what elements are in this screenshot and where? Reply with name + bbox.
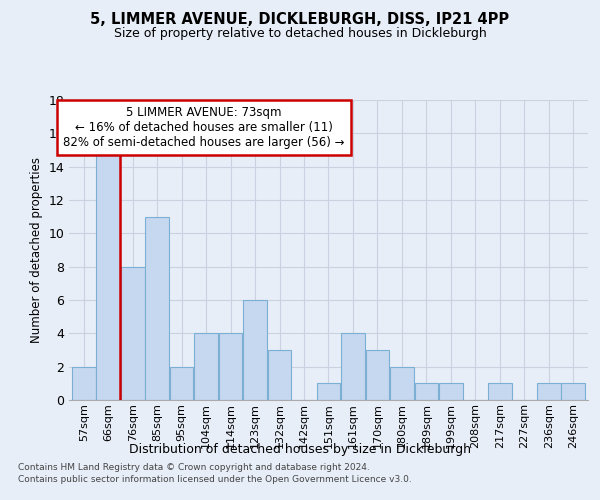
Bar <box>439 384 463 400</box>
Bar <box>317 384 340 400</box>
Bar <box>390 366 414 400</box>
Bar <box>341 334 365 400</box>
Bar <box>96 150 120 400</box>
Bar <box>121 266 145 400</box>
Bar <box>268 350 292 400</box>
Bar <box>219 334 242 400</box>
Bar <box>488 384 512 400</box>
Text: 5, LIMMER AVENUE, DICKLEBURGH, DISS, IP21 4PP: 5, LIMMER AVENUE, DICKLEBURGH, DISS, IP2… <box>91 12 509 28</box>
Bar <box>170 366 193 400</box>
Bar <box>562 384 585 400</box>
Bar <box>537 384 561 400</box>
Text: Distribution of detached houses by size in Dickleburgh: Distribution of detached houses by size … <box>129 442 471 456</box>
Bar <box>194 334 218 400</box>
Text: Contains public sector information licensed under the Open Government Licence v3: Contains public sector information licen… <box>18 475 412 484</box>
Y-axis label: Number of detached properties: Number of detached properties <box>30 157 43 343</box>
Text: 5 LIMMER AVENUE: 73sqm
← 16% of detached houses are smaller (11)
82% of semi-det: 5 LIMMER AVENUE: 73sqm ← 16% of detached… <box>63 106 344 149</box>
Bar <box>415 384 438 400</box>
Bar <box>365 350 389 400</box>
Bar <box>72 366 95 400</box>
Text: Contains HM Land Registry data © Crown copyright and database right 2024.: Contains HM Land Registry data © Crown c… <box>18 464 370 472</box>
Text: Size of property relative to detached houses in Dickleburgh: Size of property relative to detached ho… <box>113 28 487 40</box>
Bar <box>243 300 267 400</box>
Bar <box>145 216 169 400</box>
